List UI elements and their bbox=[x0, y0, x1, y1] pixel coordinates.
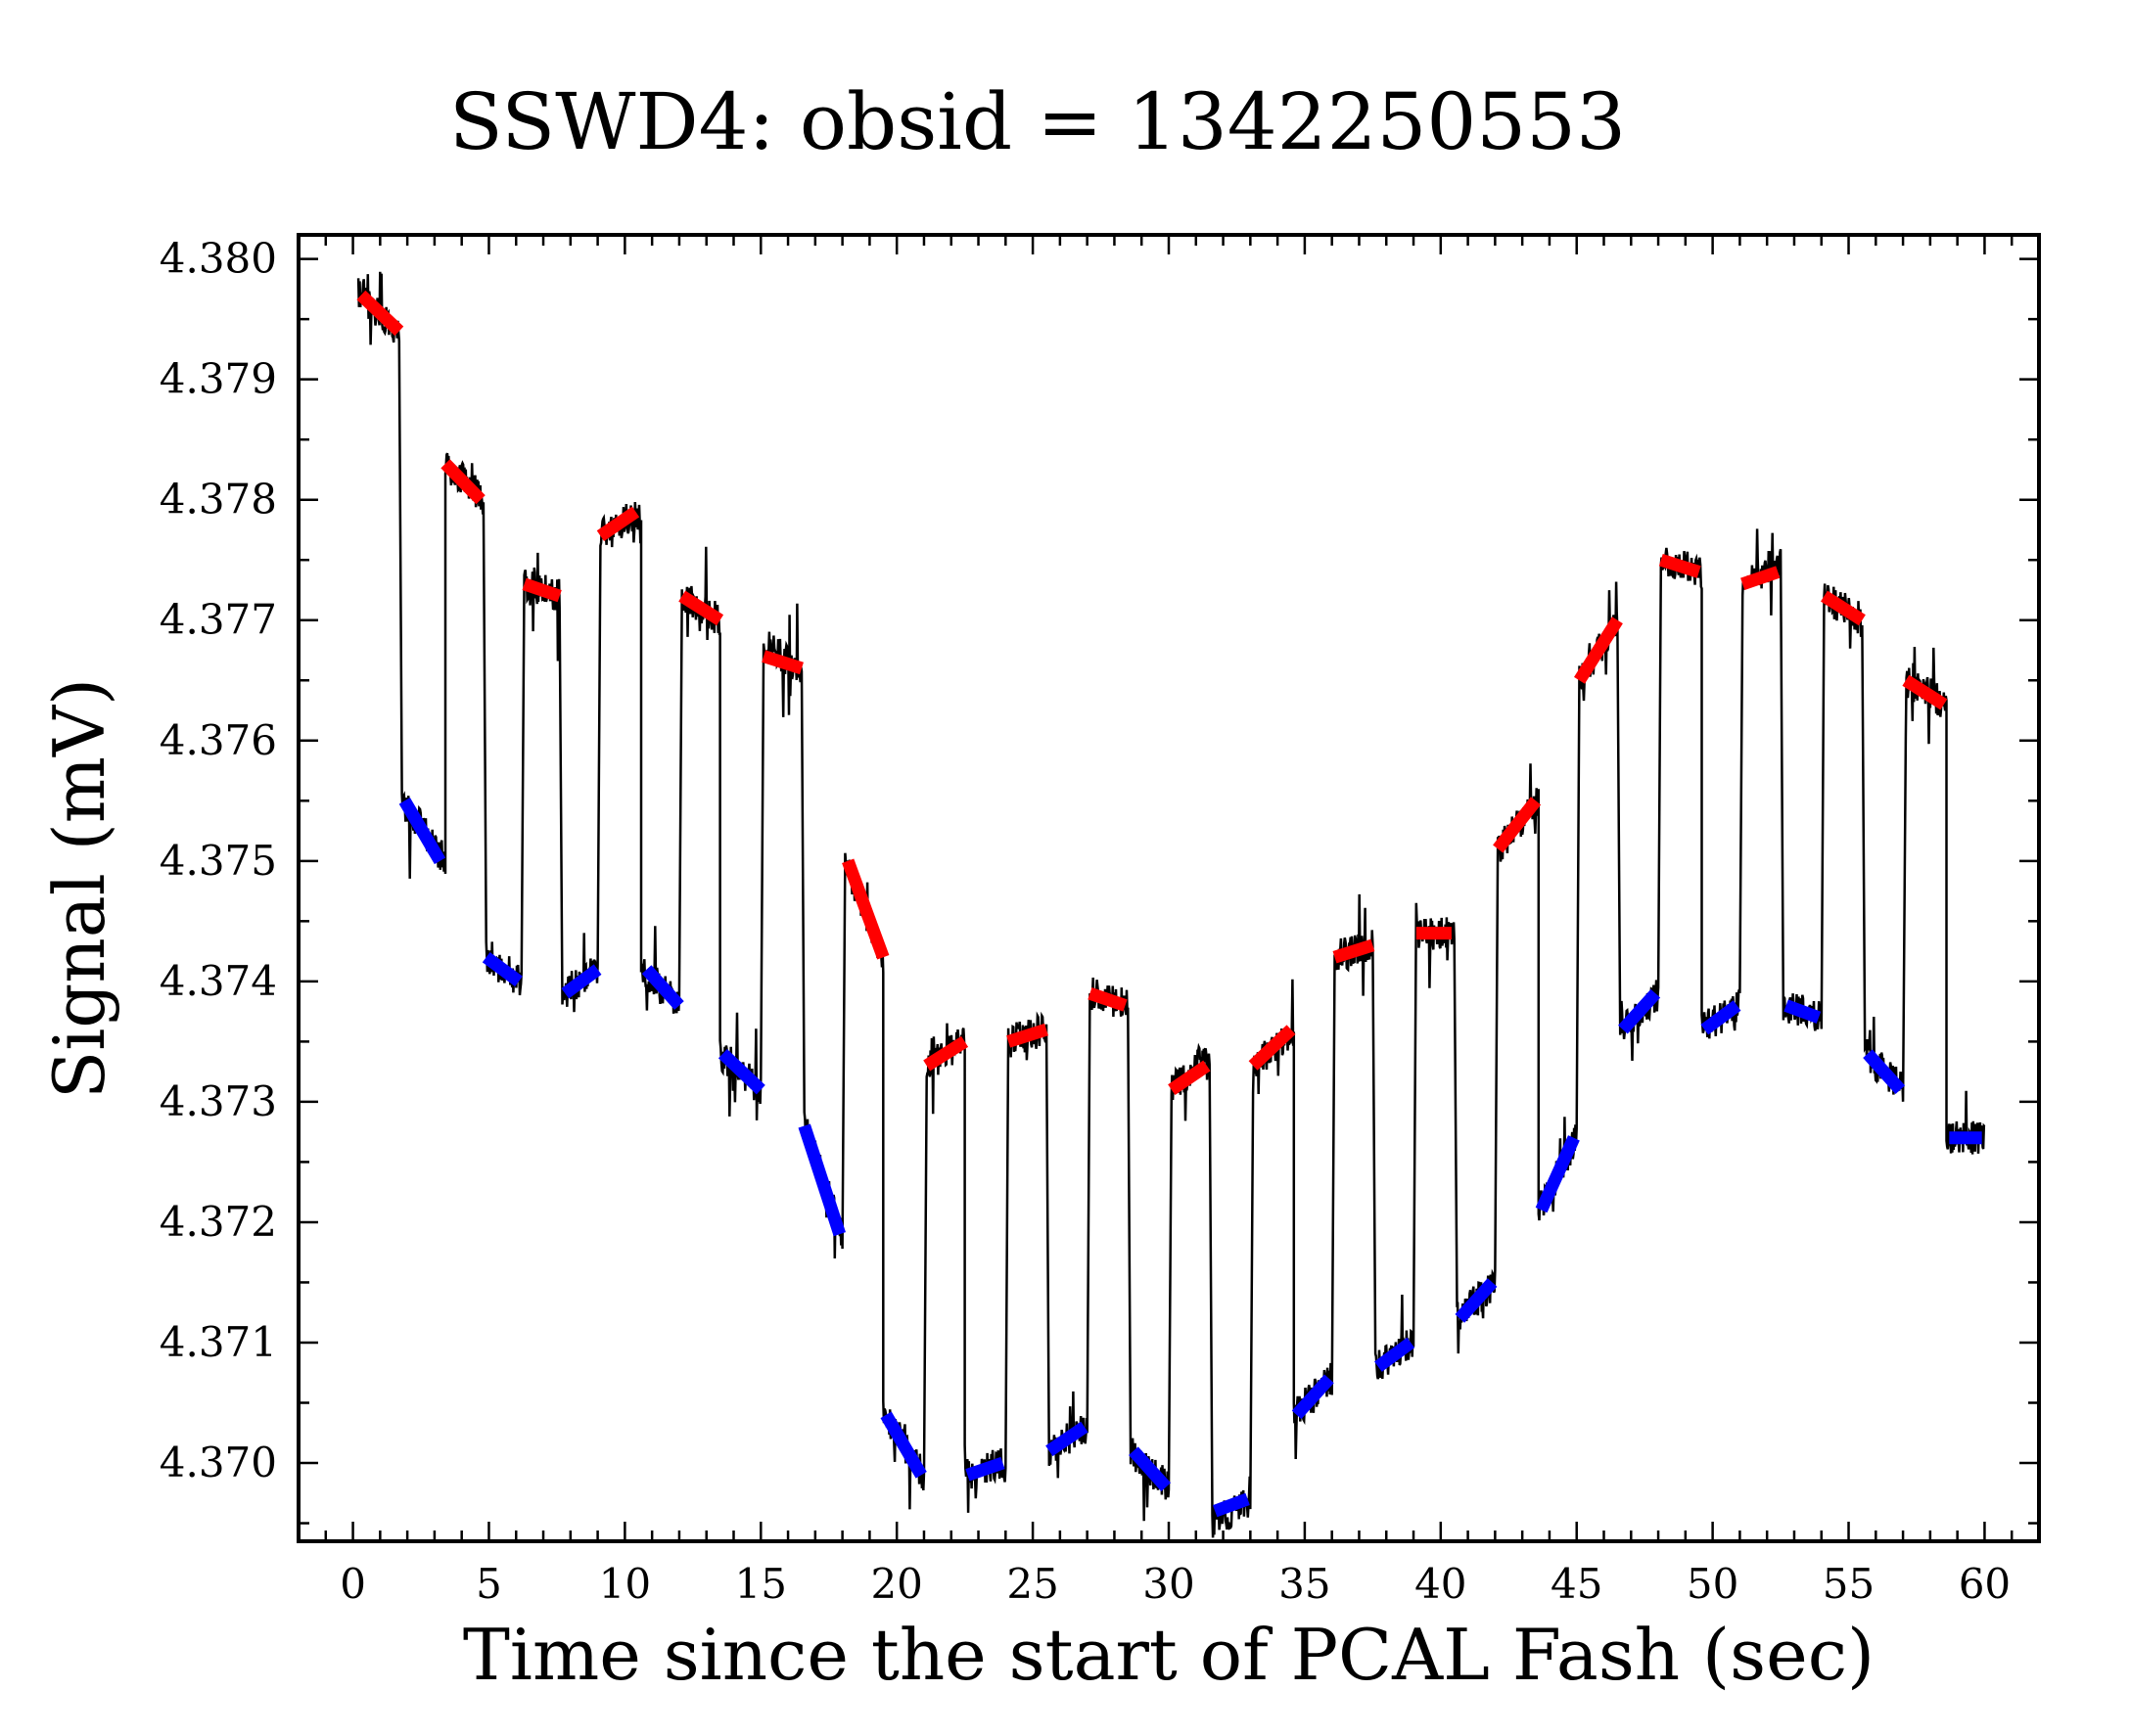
x-tick-label: 25 bbox=[1006, 1560, 1058, 1608]
low-fit-segment-12 bbox=[1374, 1337, 1415, 1372]
x-tick-label: 10 bbox=[599, 1560, 651, 1608]
low-fit-segment-0 bbox=[398, 798, 446, 865]
high-fit-segment-8 bbox=[1006, 1023, 1048, 1048]
y-axis: 4.370 4.371 4.372 4.373 4.374 4.375 4.376 4.377… bbox=[160, 235, 2039, 1525]
y-axis-label: Signal (mV) bbox=[38, 678, 120, 1099]
x-tick-label: 45 bbox=[1551, 1560, 1602, 1608]
y-tick-label: 4.372 bbox=[160, 1198, 277, 1246]
high-fit-segment-1 bbox=[440, 459, 486, 505]
high-fit-segment-10 bbox=[1168, 1060, 1211, 1095]
y-tick-label: 4.370 bbox=[160, 1439, 277, 1486]
low-fit-segment-11 bbox=[1291, 1374, 1334, 1420]
high-fit-segment-0 bbox=[356, 290, 404, 337]
high-fit-segment-19 bbox=[1902, 674, 1948, 710]
low-fit-segment-7 bbox=[965, 1456, 1005, 1482]
y-tick-label: 4.373 bbox=[160, 1077, 277, 1125]
x-axis: 0 5 10 15 20 25 30 35 40 45 50 55 60 bbox=[324, 235, 2014, 1608]
low-fit-segment-8 bbox=[1045, 1421, 1088, 1457]
x-tick-label: 60 bbox=[1959, 1560, 2011, 1608]
low-fit-segment-15 bbox=[1618, 988, 1661, 1034]
y-tick-label: 4.377 bbox=[160, 596, 277, 644]
x-tick-label: 20 bbox=[870, 1560, 922, 1608]
high-fit-segment-3 bbox=[596, 506, 640, 541]
low-fit-segment-17 bbox=[1783, 999, 1822, 1024]
low-fit-segment-5 bbox=[798, 1123, 846, 1237]
high-fit-segment-4 bbox=[678, 590, 724, 626]
x-tick-label: 50 bbox=[1687, 1560, 1738, 1608]
low-fit-segment-1 bbox=[482, 951, 523, 987]
x-tick-label: 35 bbox=[1278, 1560, 1330, 1608]
low-fit-segment-18 bbox=[1863, 1049, 1906, 1094]
y-tick-label: 4.374 bbox=[160, 957, 277, 1005]
high-fit-segment-2 bbox=[522, 577, 562, 603]
x-tick-label: 0 bbox=[340, 1560, 366, 1608]
high-fit-segment-16 bbox=[1658, 554, 1701, 578]
high-fit-segment-15 bbox=[1574, 617, 1623, 684]
low-fit-segment-10 bbox=[1212, 1492, 1250, 1518]
high-fit-segment-14 bbox=[1493, 797, 1542, 853]
x-axis-label: Time since the start of PCAL Fash (sec) bbox=[463, 1614, 1875, 1696]
high-fit-segment-11 bbox=[1248, 1025, 1296, 1071]
x-tick-label: 5 bbox=[476, 1560, 502, 1608]
low-fit-segment-2 bbox=[561, 964, 602, 999]
high-fit-segment-12 bbox=[1332, 938, 1375, 964]
x-tick-label: 30 bbox=[1142, 1560, 1194, 1608]
x-tick-label: 40 bbox=[1414, 1560, 1466, 1608]
high-fit-segment-5 bbox=[762, 650, 804, 675]
high-fit-segment-7 bbox=[923, 1035, 969, 1072]
y-tick-label: 4.379 bbox=[160, 355, 277, 403]
high-fit-segment-17 bbox=[1740, 566, 1781, 590]
y-tick-label: 4.371 bbox=[160, 1318, 277, 1366]
series-raw-signal bbox=[356, 271, 1986, 1538]
x-tick-label: 15 bbox=[735, 1560, 787, 1608]
low-fit-segment-13 bbox=[1455, 1278, 1498, 1323]
y-tick-label: 4.375 bbox=[160, 837, 277, 885]
low-fit-segment-14 bbox=[1535, 1135, 1580, 1213]
high-fit-segment-18 bbox=[1821, 590, 1866, 626]
y-tick-label: 4.376 bbox=[160, 716, 277, 764]
x-tick-label: 55 bbox=[1823, 1560, 1875, 1608]
y-tick-label: 4.378 bbox=[160, 476, 277, 524]
low-fit-segment-3 bbox=[641, 965, 684, 1010]
low-fit-segment-4 bbox=[718, 1048, 765, 1095]
plot-area bbox=[356, 271, 1986, 1538]
high-fit-segment-9 bbox=[1088, 987, 1128, 1012]
high-fit-segment-6 bbox=[842, 858, 890, 960]
low-fit-segment-16 bbox=[1700, 1000, 1741, 1035]
y-tick-label: 4.380 bbox=[160, 235, 277, 283]
low-fit-segment-6 bbox=[880, 1411, 927, 1479]
chart-title: SSWD4: obsid = 1342250553 bbox=[449, 76, 1626, 167]
low-fit-segment-9 bbox=[1129, 1446, 1172, 1491]
